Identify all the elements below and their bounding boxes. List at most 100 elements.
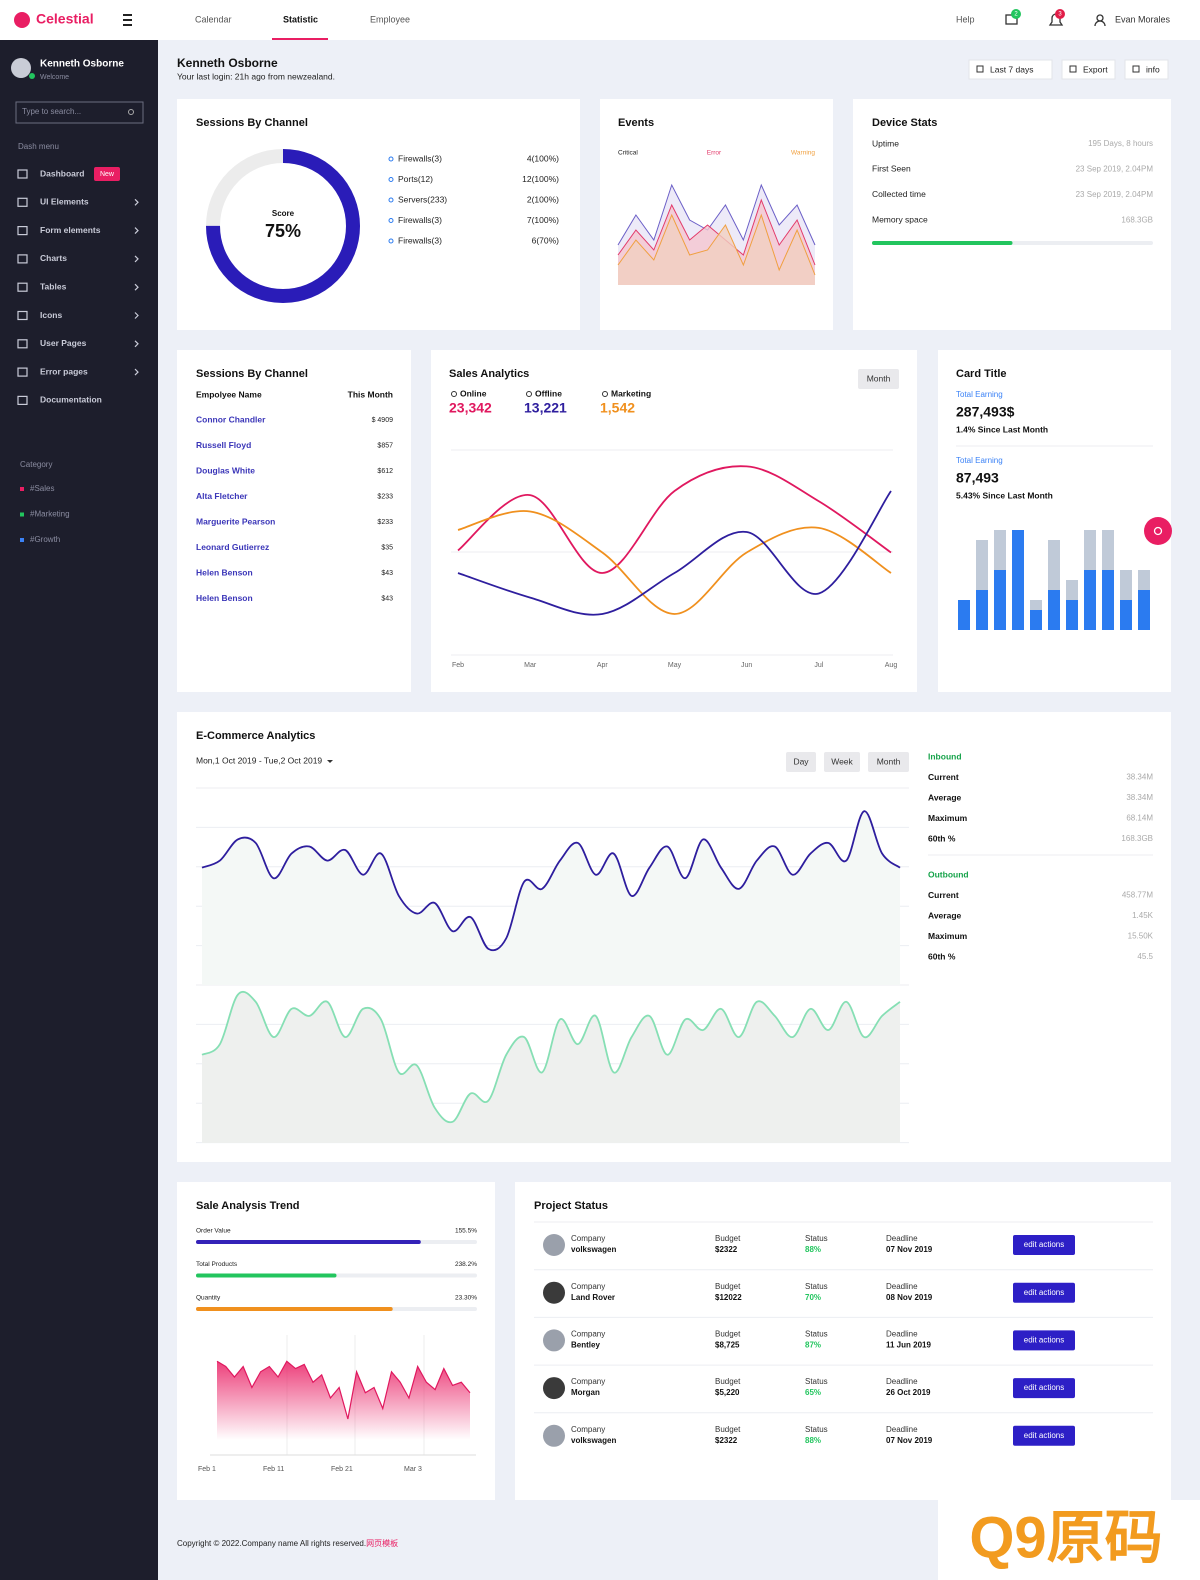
field-label: Company — [571, 1377, 605, 1386]
header-button[interactable] — [1061, 59, 1116, 80]
action-button-label[interactable]: edit actions — [1024, 1288, 1064, 1297]
bar-part — [1120, 600, 1132, 630]
action-button-label[interactable]: edit actions — [1024, 1431, 1064, 1440]
metric-value: 458.77M — [1122, 891, 1153, 900]
bar-part — [1084, 570, 1096, 630]
range-button-label[interactable]: Month — [877, 756, 901, 766]
employees-card — [177, 350, 411, 692]
card-title: Sessions By Channel — [196, 117, 308, 129]
ecommerce-area — [202, 811, 900, 985]
category-item[interactable]: #Sales — [30, 484, 54, 493]
action-button-label[interactable]: edit actions — [1024, 1336, 1064, 1345]
field-label: Deadline — [886, 1330, 918, 1339]
employee-amount: $233 — [377, 519, 393, 526]
header-button-label[interactable]: info — [1146, 64, 1160, 74]
channel-value: 2(100%) — [527, 194, 559, 204]
legend-entry: Critical — [618, 150, 638, 157]
legend-entry: Warning — [791, 150, 815, 157]
metric-value: 168.3GB — [1121, 834, 1153, 843]
action-button-label[interactable]: edit actions — [1024, 1383, 1064, 1392]
user-name[interactable]: Evan Morales — [1115, 14, 1171, 24]
donut-arc — [206, 149, 360, 303]
online-dot — [29, 73, 35, 79]
employee-name: Leonard Gutierrez — [196, 542, 269, 552]
employee-name: Connor Chandler — [196, 414, 266, 424]
progress-label: Total Products — [196, 1261, 238, 1268]
list-dot — [388, 156, 394, 162]
sales-line — [457, 510, 892, 615]
action-button[interactable] — [1013, 1378, 1075, 1399]
nav-link[interactable]: Calendar — [195, 14, 232, 24]
company-avatar — [543, 1234, 565, 1256]
metric-label: Average — [928, 910, 962, 920]
range-button[interactable] — [868, 752, 909, 772]
menu-item[interactable]: Documentation — [40, 395, 102, 405]
help-link[interactable]: Help — [956, 14, 975, 24]
menu-toggle[interactable] — [123, 19, 132, 21]
nav-link[interactable]: Employee — [370, 14, 410, 24]
card-title: Card Title — [956, 368, 1007, 380]
menu-item[interactable]: Tables — [40, 281, 67, 291]
header-button-label[interactable]: Last 7 days — [990, 64, 1033, 74]
bar-part — [1102, 570, 1114, 630]
channel-value: 7(100%) — [527, 215, 559, 225]
channel-value: 6(70%) — [532, 235, 560, 245]
menu-item[interactable]: Form elements — [40, 225, 101, 235]
action-button[interactable] — [1013, 1235, 1075, 1255]
employee-name: Marguerite Pearson — [196, 516, 275, 526]
category-item[interactable]: #Growth — [30, 535, 60, 544]
field-value: 07 Nov 2019 — [886, 1436, 933, 1445]
ecommerce-line — [201, 990, 901, 1124]
card-title: Device Stats — [872, 117, 937, 129]
metric-label: Current — [928, 890, 959, 900]
range-button[interactable] — [824, 752, 860, 772]
stat-label: Memory space — [872, 214, 928, 224]
date-range[interactable]: Mon,1 Oct 2019 - Tue,2 Oct 2019 — [196, 755, 322, 765]
sales-stat-value: 1,542 — [600, 400, 635, 416]
ecommerce-line — [201, 810, 901, 952]
stat-icon — [451, 391, 457, 397]
progress-bar — [196, 1307, 393, 1311]
messages-badge-bg — [1011, 9, 1021, 19]
card-title: Sales Analytics — [449, 368, 529, 380]
menu-toggle[interactable] — [123, 14, 132, 16]
event-area — [618, 215, 815, 285]
card-title: Sale Analysis Trend — [196, 1200, 300, 1212]
range-button-label[interactable]: Day — [793, 756, 809, 766]
menu-item[interactable]: Dashboard — [40, 168, 84, 178]
company-avatar — [543, 1329, 565, 1352]
menu-item[interactable]: UI Elements — [40, 197, 89, 207]
action-button[interactable] — [1013, 1330, 1075, 1351]
employee-name: Alta Fletcher — [196, 491, 248, 501]
sidebar-avatar — [11, 58, 31, 78]
menu-item[interactable]: Charts — [40, 253, 67, 263]
search-box[interactable] — [15, 101, 144, 124]
action-button[interactable] — [1013, 1282, 1075, 1303]
sidebar — [0, 40, 158, 1580]
progress-bar — [196, 1240, 421, 1244]
menu-item[interactable]: Icons — [40, 310, 62, 320]
floating-button[interactable] — [1144, 517, 1172, 545]
card-title: E-Commerce Analytics — [196, 730, 315, 742]
action-button[interactable] — [1013, 1425, 1075, 1446]
range-button[interactable] — [786, 752, 816, 772]
header-button[interactable] — [968, 59, 1053, 80]
nav-link[interactable]: Statistic — [283, 14, 318, 24]
menu-item[interactable]: Error pages — [40, 366, 88, 376]
footer-text: Copyright © 2022.Company name All rights… — [177, 1539, 366, 1548]
footer-link[interactable]: 网页模板 — [366, 1538, 398, 1548]
menu-toggle[interactable] — [123, 24, 132, 26]
menu-item[interactable]: User Pages — [40, 338, 87, 348]
field-label: Budget — [715, 1330, 741, 1339]
header-button-label[interactable]: Export — [1083, 64, 1108, 74]
month-button[interactable] — [858, 369, 899, 389]
range-button-label[interactable]: Week — [831, 756, 853, 766]
action-button-label[interactable]: edit actions — [1024, 1240, 1064, 1249]
list-dot — [388, 177, 394, 182]
field-value: volkswagen — [571, 1245, 616, 1254]
month-button-label[interactable]: Month — [867, 373, 891, 383]
menu-icon — [17, 254, 28, 264]
category-item[interactable]: #Marketing — [30, 510, 70, 519]
floating-button-icon — [1153, 526, 1163, 536]
header-button[interactable] — [1124, 59, 1169, 80]
